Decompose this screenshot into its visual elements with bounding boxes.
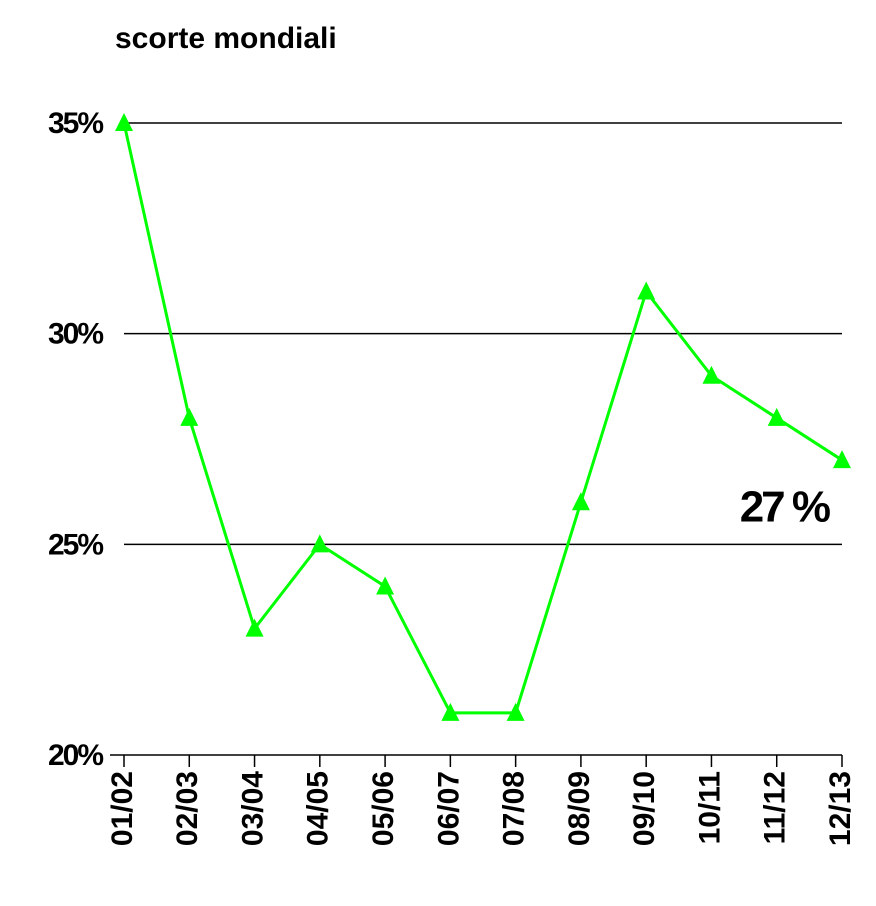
- marker: [376, 576, 395, 595]
- x-tick-label: 11/12: [759, 771, 792, 844]
- x-tick-label: 12/13: [824, 771, 857, 846]
- marker: [571, 492, 590, 511]
- marker: [702, 365, 721, 384]
- x-tick-label: 07/08: [498, 771, 531, 846]
- marker: [833, 450, 851, 469]
- x-tick-label: 01/02: [106, 771, 139, 846]
- x-tick-label: 09/10: [628, 771, 661, 846]
- annotation: 27 %: [740, 483, 830, 532]
- marker: [310, 534, 329, 553]
- marker: [506, 702, 525, 721]
- x-tick-label: 08/09: [563, 771, 596, 846]
- marker: [180, 407, 199, 426]
- y-tick-label: 20%: [48, 739, 103, 772]
- marker: [767, 407, 786, 426]
- y-tick-label: 35%: [48, 107, 103, 140]
- x-tick-label: 03/04: [236, 771, 269, 846]
- chart-title: scorte mondiali: [115, 22, 337, 55]
- line: [122, 122, 843, 715]
- marker: [115, 113, 133, 131]
- x-tick-label: 04/05: [302, 771, 335, 846]
- y-tick-label: 25%: [48, 528, 103, 561]
- x-tick-label: 05/06: [367, 771, 400, 846]
- x-tick-label: 02/03: [171, 771, 204, 846]
- y-tick-label: 30%: [48, 318, 103, 351]
- marker: [637, 281, 656, 300]
- x-tick-label: 10/11: [693, 771, 726, 844]
- marker: [441, 702, 460, 721]
- marker: [245, 618, 264, 637]
- x-tick-label: 06/07: [432, 771, 465, 846]
